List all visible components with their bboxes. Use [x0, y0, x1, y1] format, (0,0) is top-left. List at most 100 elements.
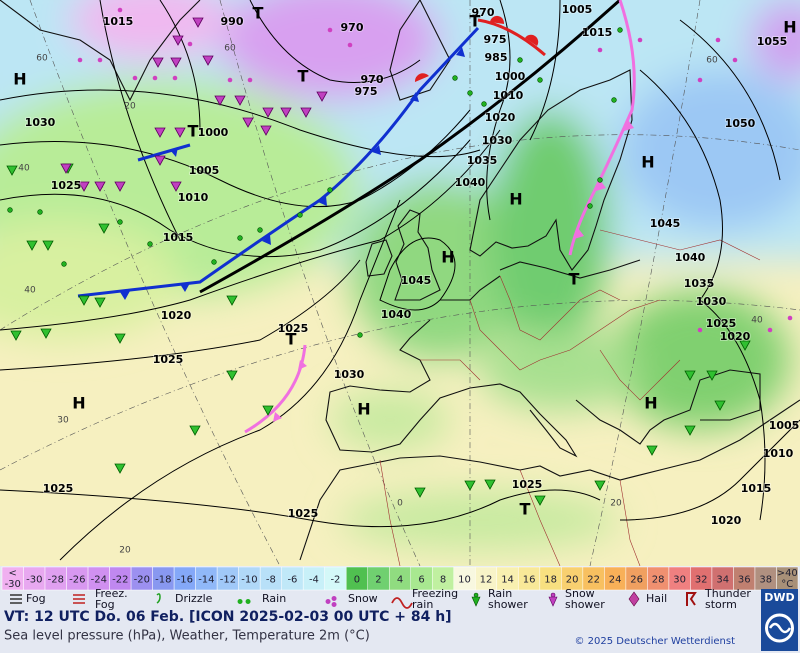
coastlines — [0, 0, 800, 561]
rain-symbol — [37, 209, 43, 215]
legend-icon — [391, 597, 413, 609]
isobar-label: 1025 — [288, 507, 319, 520]
snow-symbol — [697, 77, 703, 83]
colorbar-label: -30 — [26, 575, 42, 586]
pressure-center: H — [509, 190, 522, 209]
rain-symbol — [117, 219, 123, 225]
colorbar-label: 0 — [354, 575, 360, 586]
legend-icon — [73, 594, 85, 604]
snow-shower-symbol — [242, 117, 254, 128]
snow-symbol — [767, 327, 773, 333]
legend-icon — [156, 593, 161, 604]
colorbar-label: 4 — [397, 575, 403, 586]
snow-symbol — [132, 75, 138, 81]
colorbar-label: -10 — [241, 575, 257, 586]
isobar-label: 1020 — [720, 330, 751, 343]
isobar-label: 1020 — [711, 514, 742, 527]
legend-label: shower — [488, 598, 528, 611]
rain-shower-symbol — [484, 479, 496, 490]
snow-shower-symbol — [172, 35, 184, 46]
colorbar-label: 28 — [652, 575, 665, 586]
pressure-center: T — [298, 67, 309, 86]
snow-shower-symbol — [174, 127, 186, 138]
snow-symbol — [172, 75, 178, 81]
rain-shower-symbol — [684, 370, 696, 381]
rain-shower-symbol — [684, 425, 696, 436]
trough-line — [199, 0, 622, 294]
colorbar-label: -28 — [48, 575, 64, 586]
snow-shower-symbol — [78, 181, 90, 192]
rain-shower-symbol — [98, 223, 110, 234]
rain-symbol — [617, 27, 623, 33]
rain-shower-symbol — [114, 463, 126, 474]
rain-symbol — [467, 90, 473, 96]
snow-shower-symbol — [300, 107, 312, 118]
legend-icon — [237, 599, 251, 604]
snow-symbol — [77, 57, 83, 63]
rain-shower-symbol — [6, 165, 18, 176]
rain-symbol — [611, 97, 617, 103]
colorbar-label: 22 — [587, 575, 600, 586]
legend-icon — [686, 592, 697, 606]
rain-shower-symbol — [78, 295, 90, 306]
colorbar-label: 26 — [630, 575, 643, 586]
rain-symbol — [211, 259, 217, 265]
snow-symbol — [597, 47, 603, 53]
colorbar-label: -2 — [330, 575, 340, 586]
isobars — [0, 0, 800, 561]
rain-shower-symbol — [714, 400, 726, 411]
colorbar-label: -6 — [287, 575, 297, 586]
colorbar-label: 18 — [544, 575, 557, 586]
snow-symbol — [187, 41, 193, 47]
colorbar-label: 10 — [458, 575, 471, 586]
rain-symbol — [7, 207, 13, 213]
colorbar-label: -24 — [91, 575, 107, 586]
pressure-center: T — [253, 4, 264, 23]
rain-shower-symbol — [42, 240, 54, 251]
borders — [379, 229, 761, 566]
colorbar-low-label: -30 — [5, 579, 21, 590]
isobar-label: 990 — [221, 15, 244, 28]
isobar-label: 970 — [341, 21, 364, 34]
snow-symbol — [327, 27, 333, 33]
snow-shower-symbol — [114, 181, 126, 192]
legend-icon — [325, 596, 337, 607]
temperature-label: 20 — [124, 102, 136, 112]
isobar-label: 1045 — [401, 274, 432, 287]
pressure-center: H — [783, 18, 796, 37]
valid-time: VT: 12 UTC Do. 06 Feb. [ICON 2025-02-03 … — [4, 609, 452, 625]
colorbar-label: -12 — [220, 575, 236, 586]
isobar-label: 1045 — [650, 217, 681, 230]
rain-shower-symbol — [94, 297, 106, 308]
occluded-front — [244, 0, 636, 434]
isobar-label: 1055 — [757, 35, 788, 48]
snow-symbol — [117, 7, 123, 13]
pressure-center: H — [641, 153, 654, 172]
legend: Fog Freez.Fog Drizzle Rain Snow FreezingrainR… — [10, 587, 751, 611]
rain-shower-symbol — [464, 480, 476, 491]
colorbar-label: 20 — [566, 575, 579, 586]
rain-symbol — [257, 227, 263, 233]
colorbar-label: -20 — [134, 575, 150, 586]
rain-symbol — [327, 187, 333, 193]
isobar-label: 1035 — [467, 154, 498, 167]
isobar-label: 1010 — [178, 191, 209, 204]
colorbar-label: -14 — [198, 575, 214, 586]
snow-shower-symbol — [192, 17, 204, 28]
temperature-label: 40 — [24, 286, 36, 296]
colorbar: <-30 -30 -28 -26 -24 -22 -20 -18 -16 -14 -12 -10 -8-… — [1, 566, 799, 591]
rain-symbol — [597, 177, 603, 183]
isobar-label: 1025 — [512, 478, 543, 491]
colorbar-high-label: >40 — [777, 568, 798, 579]
temperature-label: 40 — [751, 316, 763, 326]
snow-shower-symbol — [60, 163, 72, 174]
isobar-label: 1000 — [198, 126, 229, 139]
isobar-label: 1025 — [153, 353, 184, 366]
snow-shower-symbol — [234, 95, 246, 106]
rain-symbol — [537, 77, 543, 83]
rain-shower-symbol — [739, 340, 751, 351]
temperature-label: 40 — [18, 164, 30, 174]
legend-label: Rain — [488, 587, 512, 600]
